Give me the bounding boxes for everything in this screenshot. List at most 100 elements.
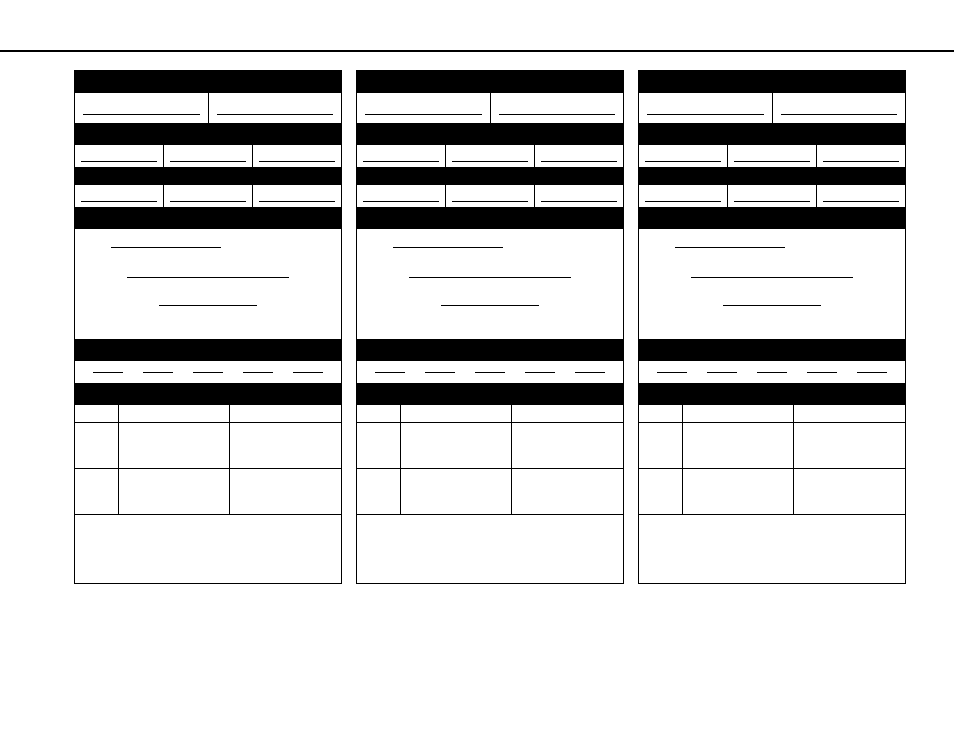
three-cell-row <box>75 185 341 207</box>
grid-cell <box>75 405 119 423</box>
field-cell <box>535 185 623 207</box>
underline <box>645 161 721 162</box>
dash <box>93 372 123 373</box>
grid-row <box>639 423 905 469</box>
grid-row <box>357 423 623 469</box>
grid-row <box>75 469 341 515</box>
underline <box>734 201 810 202</box>
section-bar <box>639 383 905 405</box>
section-bar <box>639 339 905 361</box>
field-cell <box>164 145 253 167</box>
underline <box>734 161 810 162</box>
underline <box>541 161 617 162</box>
field-cell <box>817 185 905 207</box>
underline <box>259 161 335 162</box>
grid-cell <box>794 423 905 469</box>
signature-line <box>393 247 503 248</box>
dash <box>657 372 687 373</box>
grid-cell <box>401 469 512 515</box>
signature-box <box>639 229 905 339</box>
dash <box>757 372 787 373</box>
underline <box>647 114 764 115</box>
section-bar <box>75 167 341 185</box>
field-cell <box>491 93 624 123</box>
grid-row <box>639 469 905 515</box>
section-bar <box>75 383 341 405</box>
grid-footer-cell <box>639 515 905 583</box>
underline <box>363 201 439 202</box>
field-cell <box>817 145 905 167</box>
section-bar <box>357 167 623 185</box>
underline <box>781 114 898 115</box>
grid-cell <box>401 405 512 423</box>
signature-box <box>357 229 623 339</box>
bottom-grid <box>639 405 905 583</box>
header-bar <box>639 71 905 93</box>
field-cell <box>253 185 341 207</box>
grid-cell <box>230 423 341 469</box>
section-bar <box>639 167 905 185</box>
field-cell <box>75 185 164 207</box>
field-cell <box>75 93 209 123</box>
dash <box>425 372 455 373</box>
underline <box>499 114 616 115</box>
grid-footer-row <box>75 515 341 583</box>
form-card <box>356 70 624 584</box>
grid-footer-row <box>357 515 623 583</box>
field-cell <box>639 93 773 123</box>
dash <box>193 372 223 373</box>
three-cell-row <box>639 145 905 167</box>
dash <box>475 372 505 373</box>
section-bar <box>75 339 341 361</box>
underline <box>217 114 334 115</box>
grid-footer-cell <box>75 515 341 583</box>
dash <box>293 372 323 373</box>
three-cell-row <box>357 145 623 167</box>
grid-cell <box>357 469 401 515</box>
underline <box>541 201 617 202</box>
underline <box>83 114 200 115</box>
three-cell-row <box>639 185 905 207</box>
grid-cell <box>75 469 119 515</box>
section-bar <box>357 339 623 361</box>
section-bar <box>75 123 341 145</box>
grid-cell <box>639 423 683 469</box>
grid-header-row <box>357 405 623 423</box>
signature-line <box>111 247 221 248</box>
signature-line <box>159 305 257 306</box>
form-card <box>638 70 906 584</box>
field-cell <box>357 145 446 167</box>
grid-cell <box>119 469 230 515</box>
form-card <box>74 70 342 584</box>
grid-cell <box>683 469 794 515</box>
dash-row <box>639 361 905 383</box>
grid-cell <box>512 469 623 515</box>
grid-row <box>357 469 623 515</box>
grid-cell <box>683 423 794 469</box>
underline <box>823 161 899 162</box>
field-cell <box>728 185 817 207</box>
grid-footer-cell <box>357 515 623 583</box>
section-bar <box>357 207 623 229</box>
field-cell <box>209 93 342 123</box>
grid-cell <box>357 423 401 469</box>
section-bar <box>639 207 905 229</box>
underline <box>645 201 721 202</box>
signature-line <box>409 277 571 278</box>
grid-cell <box>512 405 623 423</box>
grid-cell <box>639 405 683 423</box>
field-cell <box>446 185 535 207</box>
grid-row <box>75 423 341 469</box>
signature-line <box>691 277 853 278</box>
dash <box>857 372 887 373</box>
dash-row <box>75 361 341 383</box>
top-horizontal-rule <box>0 50 954 52</box>
field-cell <box>535 145 623 167</box>
two-cell-row <box>357 93 623 123</box>
grid-cell <box>119 405 230 423</box>
section-bar <box>75 207 341 229</box>
field-cell <box>446 145 535 167</box>
underline <box>363 161 439 162</box>
header-bar <box>75 71 341 93</box>
dash <box>575 372 605 373</box>
